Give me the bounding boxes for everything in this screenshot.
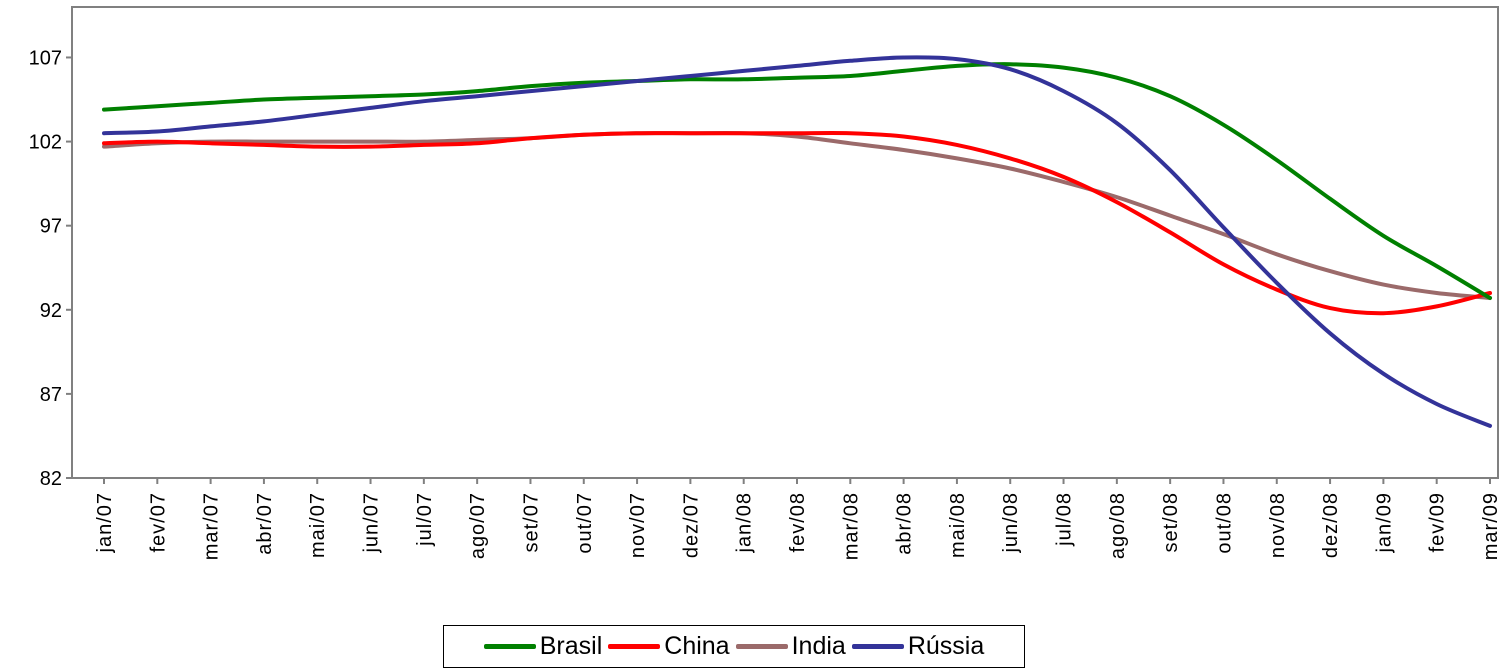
series-line-china [102,130,1492,316]
legend-label: China [664,632,730,660]
series-line-brasil [102,62,1492,300]
legend-label: Rússia [907,632,985,660]
series-line-india [102,130,1492,300]
x-tick-label: abr/07 [254,492,276,555]
y-tick-label: 92 [40,300,62,322]
x-tick-label: out/08 [1213,492,1235,554]
x-tick-label: dez/07 [680,492,702,558]
x-tick-label: jul/08 [1054,492,1076,547]
y-tick-label: 87 [40,384,62,406]
legend-label: India [791,632,846,660]
x-tick-label: fev/07 [147,492,169,552]
x-tick-label: jan/07 [94,492,116,554]
x-tick-label: jul/07 [414,492,436,547]
x-tick-label: mar/07 [201,492,223,560]
legend-swatch [608,644,661,649]
legend-swatch [483,644,536,649]
x-tick-label: ago/08 [1107,492,1129,559]
line-chart: 82 87 92 97 102 107 jan/07 fev/07 mar/07 abr/07 ma… [29,6,1501,560]
x-tick-label: jan/08 [734,492,756,554]
x-tick-label: set/07 [520,492,542,552]
plot-area-frame [71,6,1499,479]
x-tick-label: out/07 [574,492,596,554]
x-tick-label: mar/08 [840,492,862,560]
x-tick-label: abr/08 [894,492,916,555]
x-tick-label: mar/09 [1480,492,1501,560]
x-tick-label: jun/07 [361,492,383,554]
x-tick-label: mai/07 [307,492,329,558]
legend-item: India [735,632,846,661]
y-tick-label: 82 [40,468,62,490]
x-tick-label: fev/08 [787,492,809,552]
x-tick-label: fev/09 [1427,492,1449,552]
legend-swatch [735,644,788,649]
x-tick-label: mai/08 [947,492,969,558]
x-tick-label: dez/08 [1320,492,1342,558]
legend-item: China [608,632,730,661]
legend-swatch [851,644,904,649]
x-tick-label: nov/07 [627,492,649,558]
y-tick-label: 102 [29,132,62,154]
x-tick-label: set/08 [1160,492,1182,552]
x-tick-label: ago/07 [467,492,489,559]
y-tick-label: 107 [29,47,62,69]
x-tick-label: nov/08 [1267,492,1289,558]
legend-item: Rússia [851,632,985,661]
x-tick-label: jun/08 [1000,492,1022,554]
legend-item: Brasil [483,632,603,661]
series-line-russia [102,55,1492,428]
legend: Brasil China India Rússia [443,625,1025,668]
y-tick-label: 97 [40,216,62,238]
legend-label: Brasil [539,632,603,660]
axes: 82 87 92 97 102 107 jan/07 fev/07 mar/07 abr/07 ma… [29,47,1501,560]
x-tick-label: jan/09 [1373,492,1395,554]
series-layer [102,55,1492,428]
